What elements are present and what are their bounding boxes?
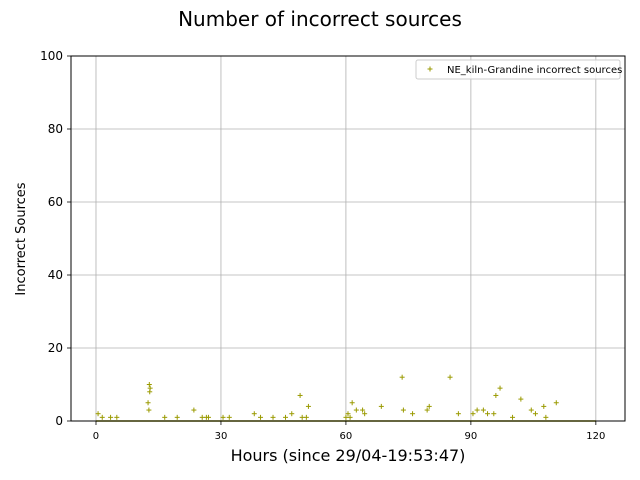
data-point <box>532 411 538 417</box>
data-point <box>258 414 264 420</box>
data-point <box>410 411 416 417</box>
data-point <box>95 411 101 417</box>
chart-title: Number of incorrect sources <box>178 7 462 31</box>
x-tick-label: 30 <box>215 431 228 442</box>
y-axis-label: Incorrect Sources <box>14 182 29 295</box>
legend-label: NE_kiln-Grandine incorrect sources <box>447 65 622 76</box>
data-point <box>553 400 559 406</box>
data-point <box>345 411 351 417</box>
data-point <box>426 403 432 409</box>
y-tick-label: 0 <box>55 414 63 428</box>
data-point <box>424 407 430 413</box>
data-point <box>528 407 534 413</box>
data-point <box>518 396 524 402</box>
data-point <box>474 407 480 413</box>
legend-box <box>415 59 621 80</box>
y-tick-label: 80 <box>48 122 63 136</box>
plot-frame <box>70 55 626 422</box>
data-point <box>283 414 289 420</box>
grid <box>71 56 625 421</box>
data-point <box>162 414 168 420</box>
data-point <box>347 414 353 420</box>
legend-marker-plus <box>427 66 433 72</box>
data-point <box>510 414 516 420</box>
data-point <box>480 407 486 413</box>
data-point <box>485 411 491 417</box>
data-point <box>353 407 359 413</box>
data-point <box>270 414 276 420</box>
data-point <box>108 414 114 420</box>
y-tick-label: 60 <box>48 195 63 209</box>
data-point <box>99 414 105 420</box>
data-point <box>251 411 257 417</box>
data-point <box>220 414 226 420</box>
data-point <box>362 411 368 417</box>
data-point <box>303 414 309 420</box>
data-point <box>191 407 197 413</box>
x-tick-label: 0 <box>93 431 99 442</box>
data-point <box>205 414 211 420</box>
y-tick-label: 20 <box>48 341 63 355</box>
data-point <box>497 385 503 391</box>
data-point <box>349 400 355 406</box>
x-tick-label: 120 <box>586 431 605 442</box>
y-tick-label: 100 <box>40 49 63 63</box>
x-axis-label: Hours (since 29/04-19:53:47) <box>231 446 466 465</box>
y-tick-label: 40 <box>48 268 63 282</box>
data-points <box>95 374 559 420</box>
legend-marker <box>427 66 433 72</box>
data-point <box>174 414 180 420</box>
data-point <box>541 403 547 409</box>
data-point <box>146 382 152 387</box>
data-point <box>360 407 366 413</box>
data-point <box>543 414 549 420</box>
data-point <box>114 414 120 420</box>
data-point <box>289 411 295 417</box>
x-tick-label: 90 <box>465 431 478 442</box>
data-point <box>147 389 153 395</box>
axis-ticks: 0 30 60 90 120 0 20 40 60 80 100 <box>40 49 605 442</box>
data-point <box>145 400 151 406</box>
data-point <box>297 392 303 398</box>
data-point <box>226 414 232 420</box>
data-point <box>305 403 311 409</box>
data-point <box>400 407 406 413</box>
data-point <box>493 392 499 398</box>
data-point <box>447 374 453 380</box>
data-point <box>146 407 152 413</box>
data-point <box>470 411 476 417</box>
data-point <box>491 411 497 417</box>
data-point <box>378 403 384 409</box>
x-tick-label: 60 <box>340 431 353 442</box>
data-point <box>455 411 461 417</box>
legend: NE_kiln-Grandine incorrect sources <box>415 59 622 80</box>
data-point <box>399 374 405 380</box>
